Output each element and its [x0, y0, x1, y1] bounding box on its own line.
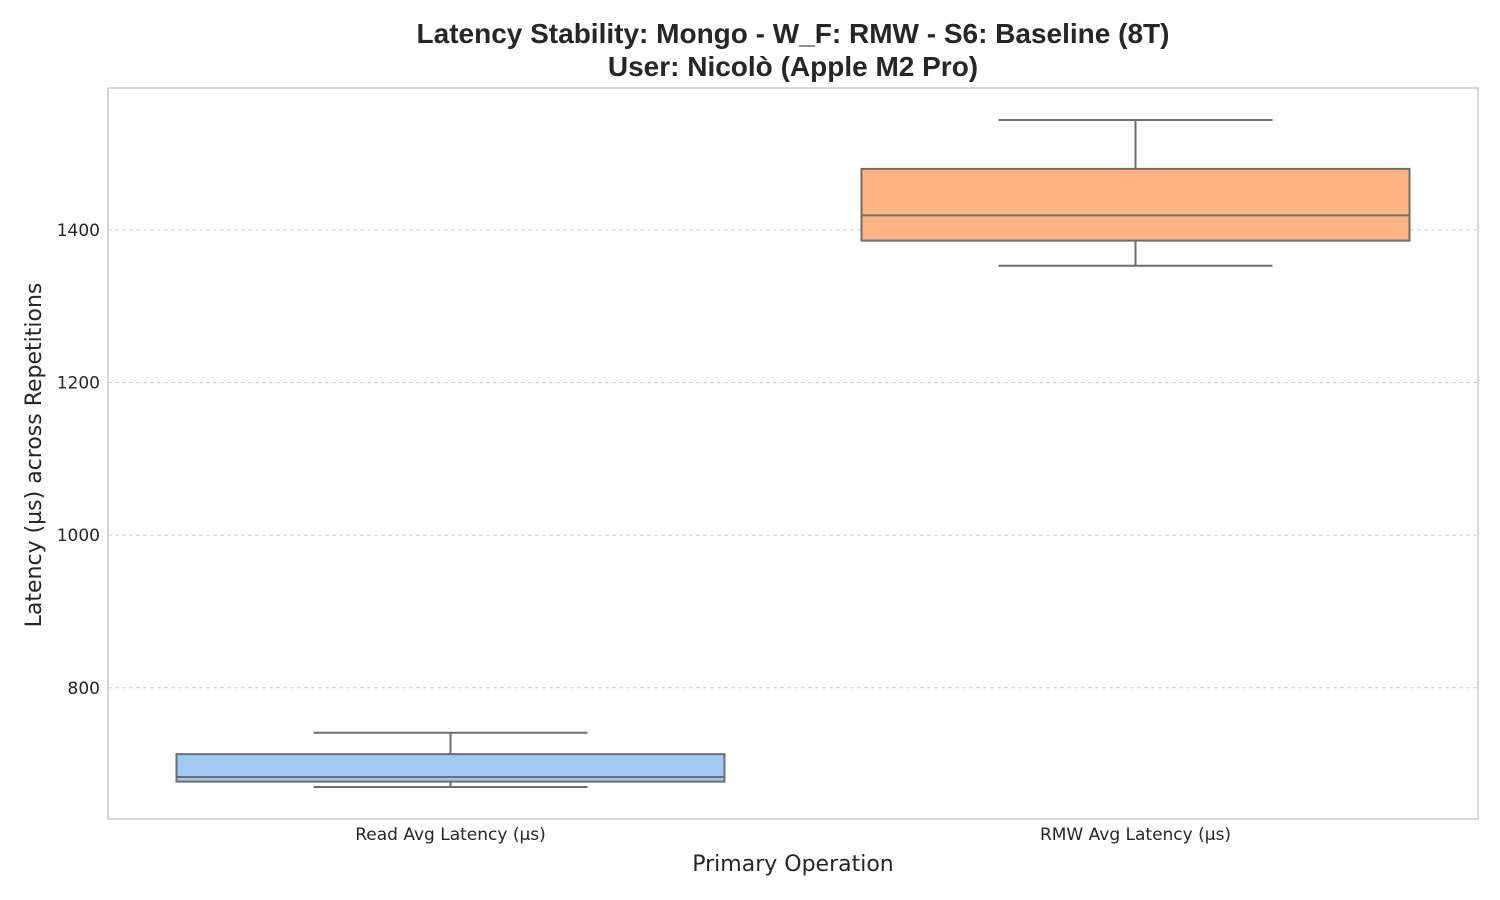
grid-layer [108, 229, 1478, 689]
y-tick-label: 800 [68, 679, 100, 699]
plot-area [107, 87, 1479, 820]
y-tick-label: 1000 [57, 526, 100, 546]
box-layer [175, 119, 1411, 788]
box-group [860, 119, 1411, 267]
y-tick-label: 1400 [57, 221, 100, 241]
y-axis-label: Latency (µs) across Repetitions [22, 283, 47, 628]
x-tick-label: RMW Avg Latency (µs) [1040, 825, 1231, 845]
x-axis-label: Primary Operation [692, 852, 894, 877]
x-tick-label: Read Avg Latency (µs) [355, 825, 546, 845]
box-group [175, 731, 726, 788]
chart-title-line-2: User: Nicolò (Apple M2 Pro) [608, 51, 978, 82]
tick-layer: 800 1000 1200 1400 Read Avg Latency (µs) RMW … [57, 221, 1231, 845]
y-tick-label: 1200 [57, 374, 100, 394]
box-iqr [860, 167, 1411, 242]
chart-title-line-1: Latency Stability: Mongo - W_F: RMW - S6… [417, 18, 1170, 49]
